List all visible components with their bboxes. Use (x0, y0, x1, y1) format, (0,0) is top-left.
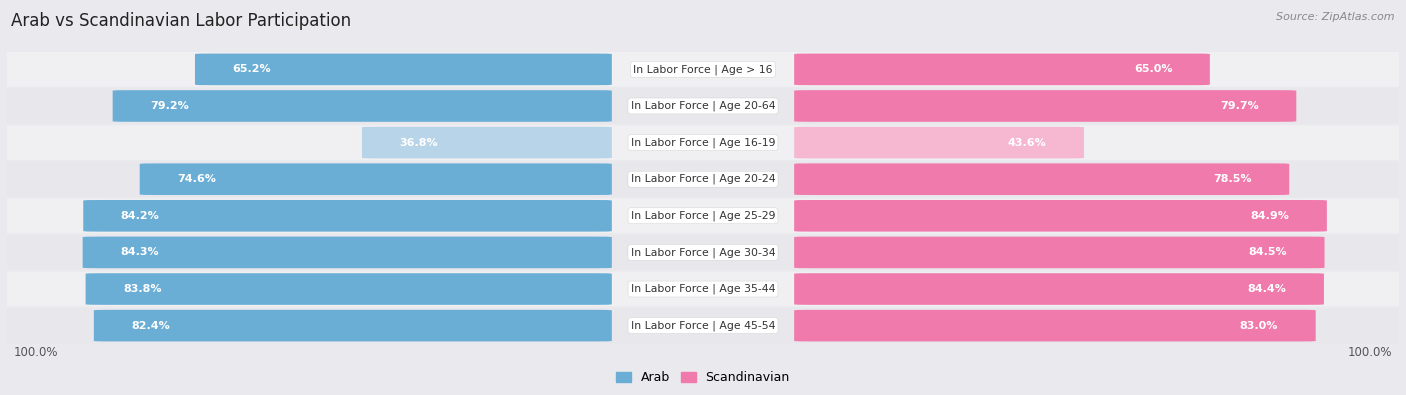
FancyBboxPatch shape (94, 310, 612, 341)
Text: 78.5%: 78.5% (1213, 174, 1251, 184)
Text: 79.2%: 79.2% (150, 101, 188, 111)
FancyBboxPatch shape (794, 273, 1324, 305)
FancyBboxPatch shape (112, 90, 612, 122)
Text: 100.0%: 100.0% (14, 346, 59, 359)
Text: In Labor Force | Age 25-29: In Labor Force | Age 25-29 (631, 211, 775, 221)
FancyBboxPatch shape (0, 125, 1406, 160)
Text: In Labor Force | Age > 16: In Labor Force | Age > 16 (633, 64, 773, 75)
FancyBboxPatch shape (794, 54, 1209, 85)
FancyBboxPatch shape (0, 235, 1406, 270)
Text: 84.4%: 84.4% (1247, 284, 1286, 294)
Text: Arab vs Scandinavian Labor Participation: Arab vs Scandinavian Labor Participation (11, 12, 352, 30)
FancyBboxPatch shape (0, 162, 1406, 197)
Text: In Labor Force | Age 30-34: In Labor Force | Age 30-34 (631, 247, 775, 258)
Text: 82.4%: 82.4% (131, 321, 170, 331)
Text: 84.3%: 84.3% (121, 247, 159, 258)
FancyBboxPatch shape (0, 198, 1406, 233)
Text: In Labor Force | Age 20-24: In Labor Force | Age 20-24 (631, 174, 775, 184)
Text: 43.6%: 43.6% (1008, 137, 1046, 148)
FancyBboxPatch shape (139, 164, 612, 195)
FancyBboxPatch shape (794, 200, 1327, 231)
FancyBboxPatch shape (0, 52, 1406, 87)
FancyBboxPatch shape (0, 88, 1406, 123)
FancyBboxPatch shape (794, 310, 1316, 341)
FancyBboxPatch shape (794, 127, 1084, 158)
Text: 65.2%: 65.2% (232, 64, 271, 74)
FancyBboxPatch shape (83, 200, 612, 231)
Text: 84.2%: 84.2% (121, 211, 159, 221)
FancyBboxPatch shape (0, 272, 1406, 307)
FancyBboxPatch shape (86, 273, 612, 305)
Text: 36.8%: 36.8% (399, 137, 439, 148)
Text: In Labor Force | Age 20-64: In Labor Force | Age 20-64 (631, 101, 775, 111)
Text: 83.8%: 83.8% (124, 284, 162, 294)
FancyBboxPatch shape (794, 90, 1296, 122)
Text: 83.0%: 83.0% (1240, 321, 1278, 331)
Text: 84.5%: 84.5% (1249, 247, 1286, 258)
FancyBboxPatch shape (794, 237, 1324, 268)
Text: 79.7%: 79.7% (1220, 101, 1258, 111)
Legend: Arab, Scandinavian: Arab, Scandinavian (612, 367, 794, 389)
Text: 100.0%: 100.0% (1347, 346, 1392, 359)
FancyBboxPatch shape (361, 127, 612, 158)
Text: 84.9%: 84.9% (1250, 211, 1289, 221)
Text: Source: ZipAtlas.com: Source: ZipAtlas.com (1277, 12, 1395, 22)
Text: 74.6%: 74.6% (177, 174, 217, 184)
Text: 65.0%: 65.0% (1133, 64, 1173, 74)
Text: In Labor Force | Age 35-44: In Labor Force | Age 35-44 (631, 284, 775, 294)
FancyBboxPatch shape (0, 308, 1406, 343)
FancyBboxPatch shape (195, 54, 612, 85)
FancyBboxPatch shape (794, 164, 1289, 195)
FancyBboxPatch shape (83, 237, 612, 268)
Text: In Labor Force | Age 45-54: In Labor Force | Age 45-54 (631, 320, 775, 331)
Text: In Labor Force | Age 16-19: In Labor Force | Age 16-19 (631, 137, 775, 148)
